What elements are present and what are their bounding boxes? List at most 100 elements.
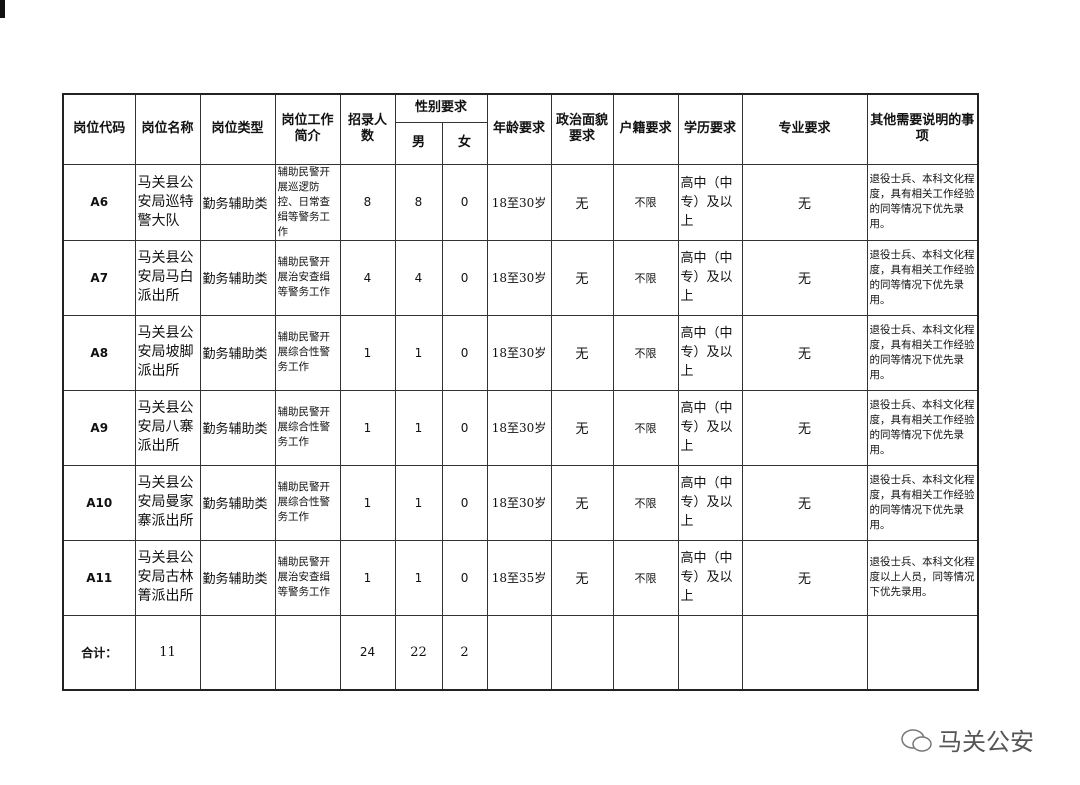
cell: 勤务辅助类 xyxy=(199,389,276,466)
cell: 18至30岁 xyxy=(486,464,552,541)
cell: 0 xyxy=(441,314,488,391)
header-cell: 岗位类型 xyxy=(199,93,276,165)
header-cell: 其他需要说明的事项 xyxy=(866,93,979,165)
cell: 0 xyxy=(441,464,488,541)
cell: 马关县公安局古林箐派出所 xyxy=(134,539,201,616)
header-cell: 性别要求 xyxy=(394,93,488,123)
cell: 无 xyxy=(741,389,868,466)
header-cell: 专业要求 xyxy=(741,93,868,165)
cell: 不限 xyxy=(612,464,679,541)
header-cell: 年龄要求 xyxy=(486,93,552,165)
header-cell: 岗位工作简介 xyxy=(274,93,341,165)
cell: 无 xyxy=(741,539,868,616)
total-label: 合计： xyxy=(62,614,136,691)
cell: 勤务辅助类 xyxy=(199,314,276,391)
header-cell: 男 xyxy=(394,121,443,165)
cell: 0 xyxy=(441,239,488,316)
cell: 1 xyxy=(394,389,443,466)
cell: 高中（中专）及以上 xyxy=(677,389,743,466)
watermark-icon xyxy=(901,729,932,752)
cell: 无 xyxy=(741,464,868,541)
cell: 不限 xyxy=(612,314,679,391)
data-row: A6 马关县公安局巡特警大队 勤务辅助类 辅助民警开展巡逻防控、日常查缉等警务工作 8 8… xyxy=(62,163,979,241)
cell: 退役士兵、本科文化程度，具有相关工作经验的同等情况下优先录用。 xyxy=(866,464,979,541)
cell: 1 xyxy=(394,314,443,391)
cell: 4 xyxy=(339,239,396,316)
total-row: 合计： 11 24 22 2 xyxy=(62,614,979,691)
empty-cell xyxy=(866,614,979,691)
cell: 不限 xyxy=(612,239,679,316)
cell: 勤务辅助类 xyxy=(199,464,276,541)
header-cell: 招录人数 xyxy=(339,93,396,165)
cell: 马关县公安局八寨派出所 xyxy=(134,389,201,466)
cell: 马关县公安局马白派出所 xyxy=(134,239,201,316)
empty-cell xyxy=(550,614,614,691)
empty-cell xyxy=(677,614,743,691)
header-cell: 女 xyxy=(441,121,488,165)
cell: 马关县公安局坡脚派出所 xyxy=(134,314,201,391)
cell: 18至30岁 xyxy=(486,239,552,316)
cell: 0 xyxy=(441,389,488,466)
header-cell: 岗位名称 xyxy=(134,93,201,165)
cell: 0 xyxy=(441,539,488,616)
total-female: 2 xyxy=(441,614,488,691)
cell: A9 xyxy=(62,389,136,466)
cell: 退役士兵、本科文化程度以上人员，同等情况下优先录用。 xyxy=(866,539,979,616)
cell: 退役士兵、本科文化程度，具有相关工作经验的同等情况下优先录用。 xyxy=(866,239,979,316)
cell: A10 xyxy=(62,464,136,541)
cell: 勤务辅助类 xyxy=(199,539,276,616)
empty-cell xyxy=(274,614,341,691)
cell: A7 xyxy=(62,239,136,316)
data-row: A8 马关县公安局坡脚派出所 勤务辅助类 辅助民警开展综合性警务工作 1 1 0 18至30岁… xyxy=(62,314,979,391)
header-row: 男女 xyxy=(63,121,978,165)
cell: 18至30岁 xyxy=(486,389,552,466)
cell: 无 xyxy=(550,239,614,316)
cell: 辅助民警开展治安查缉等警务工作 xyxy=(274,539,341,616)
data-row: A10 马关县公安局曼家寨派出所 勤务辅助类 辅助民警开展综合性警务工作 1 1 0 18至3… xyxy=(62,464,979,541)
total-recruits: 24 xyxy=(339,614,396,691)
cell: 1 xyxy=(339,464,396,541)
cell: 无 xyxy=(741,163,868,241)
empty-cell xyxy=(486,614,552,691)
data-row: A11 马关县公安局古林箐派出所 勤务辅助类 辅助民警开展治安查缉等警务工作 1 1 0 18… xyxy=(62,539,979,616)
recruitment-table: 岗位代码 岗位名称 岗位类型 岗位工作简介 招录人数 性别要求 年龄要求 政治面貌要求 户籍要求… xyxy=(62,93,980,691)
cell: A6 xyxy=(62,163,136,241)
cell: 高中（中专）及以上 xyxy=(677,239,743,316)
cell: 1 xyxy=(394,464,443,541)
cell: 退役士兵、本科文化程度，具有相关工作经验的同等情况下优先录用。 xyxy=(866,389,979,466)
cell: 高中（中专）及以上 xyxy=(677,163,743,241)
cell: 无 xyxy=(741,314,868,391)
total-positions: 11 xyxy=(134,614,201,691)
cell: 无 xyxy=(741,239,868,316)
cell: A11 xyxy=(62,539,136,616)
header-cell: 学历要求 xyxy=(677,93,743,165)
cell: 辅助民警开展综合性警务工作 xyxy=(274,314,341,391)
cell: 退役士兵、本科文化程度，具有相关工作经验的同等情况下优先录用。 xyxy=(866,314,979,391)
header-cell: 岗位代码 xyxy=(62,93,136,165)
header-row: 岗位代码 岗位名称 岗位类型 岗位工作简介 招录人数 性别要求 年龄要求 政治面貌要求 户籍要求… xyxy=(62,93,979,165)
total-male: 22 xyxy=(394,614,443,691)
scan-mark xyxy=(0,0,5,18)
cell: 无 xyxy=(550,539,614,616)
cell: 辅助民警开展综合性警务工作 xyxy=(274,389,341,466)
cell: 不限 xyxy=(612,163,679,241)
cell: 高中（中专）及以上 xyxy=(677,464,743,541)
empty-cell xyxy=(199,614,276,691)
cell: 高中（中专）及以上 xyxy=(677,314,743,391)
cell: 8 xyxy=(394,163,443,241)
empty-cell xyxy=(612,614,679,691)
cell: 不限 xyxy=(612,389,679,466)
cell: 马关县公安局曼家寨派出所 xyxy=(134,464,201,541)
cell: 不限 xyxy=(612,539,679,616)
cell: 1 xyxy=(339,389,396,466)
cell: 退役士兵、本科文化程度，具有相关工作经验的同等情况下优先录用。 xyxy=(866,163,979,241)
empty-cell xyxy=(741,614,868,691)
cell: 无 xyxy=(550,314,614,391)
cell: 勤务辅助类 xyxy=(199,163,276,241)
cell: 辅助民警开展巡逻防控、日常查缉等警务工作 xyxy=(274,163,341,241)
cell: 18至30岁 xyxy=(486,314,552,391)
cell: 0 xyxy=(441,163,488,241)
cell: 4 xyxy=(394,239,443,316)
cell: 18至35岁 xyxy=(486,539,552,616)
